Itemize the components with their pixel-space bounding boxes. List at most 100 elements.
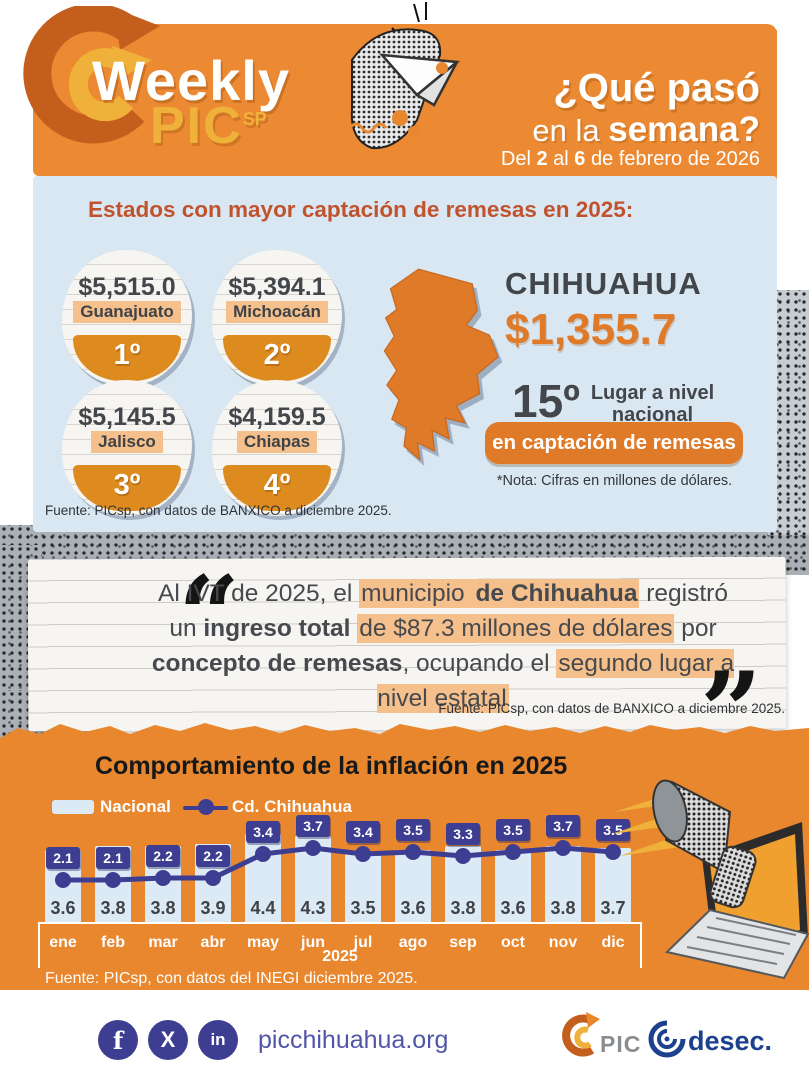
- header-title-line2-bold: semana?: [608, 110, 760, 149]
- line-value-box-jun: 3.7: [296, 815, 330, 837]
- legend-label-nacional: Nacional: [100, 797, 171, 816]
- remittances-source: Fuente: PICsp, con datos de BANXICO a di…: [45, 503, 392, 518]
- month-label-mar: mar: [148, 934, 178, 951]
- quote-segment: municipio: [359, 579, 474, 608]
- bar-nacional-jul: [345, 852, 381, 922]
- legend-swatch-nacional: [52, 800, 94, 814]
- quote-segment: de Chihuahua: [473, 579, 640, 608]
- state-circle-guanajuato: $5,515.0 Guanajuato 1º: [62, 250, 192, 386]
- chihuahua-badge: en captación de remesas: [485, 422, 743, 464]
- pic-logo-text: PIC: [600, 1031, 642, 1057]
- month-label-jul: jul: [353, 934, 373, 951]
- chihuahua-rank-label: Lugar a nivel nacional: [590, 382, 715, 426]
- line-value-box-ene: 2.1: [46, 847, 80, 869]
- line-value-box-feb: 2.1: [96, 847, 130, 869]
- desec-logo-icon: [648, 1020, 686, 1058]
- bar-value-label: 3.6: [400, 898, 426, 918]
- line-value-box-dic: 3.5: [596, 819, 630, 841]
- state-circle-michoacán: $5,394.1 Michoacán 2º: [212, 250, 342, 386]
- inflation-chart-title: Comportamiento de la inflación en 2025: [95, 752, 568, 780]
- chihuahua-amount: $1,355.7: [505, 305, 677, 354]
- state-name: Guanajuato: [73, 301, 181, 323]
- line-value-box-nov: 3.7: [546, 815, 580, 837]
- state-amount: $5,515.0: [78, 273, 176, 301]
- bar-nacional-nov: [545, 846, 581, 922]
- quote-segment: de $87.3 millones de dólares: [357, 614, 675, 643]
- bar-value-label: 3.6: [50, 898, 76, 918]
- chihuahua-rank: 15º: [512, 375, 580, 427]
- month-label-oct: oct: [501, 934, 525, 951]
- bar-value-label: 4.4: [250, 898, 276, 918]
- line-value-box-sep: 3.3: [446, 823, 480, 845]
- line-value-box-abr: 2.2: [196, 845, 230, 867]
- quote-source: Fuente: PICsp, con datos de BANXICO a di…: [438, 701, 785, 716]
- quote-segment: por: [674, 615, 717, 642]
- desec-logo-text: desec.: [688, 1026, 773, 1056]
- facebook-glyph: f: [112, 1025, 124, 1055]
- month-label-nov: nov: [548, 934, 578, 951]
- state-amount: $4,159.5: [228, 403, 326, 431]
- bar-value-label: 3.8: [100, 898, 126, 918]
- header-banner-extension: [500, 30, 777, 183]
- bar-value-label: 3.7: [600, 898, 626, 918]
- state-circle-jalisco: $5,145.5 Jalisco 3º: [62, 380, 192, 516]
- month-label-ene: ene: [49, 934, 77, 951]
- website-link[interactable]: picchihuahua.org: [258, 1026, 449, 1054]
- legend-label-chihuahua: Cd. Chihuahua: [232, 797, 352, 816]
- bar-value-label: 4.3: [300, 898, 326, 918]
- line-value-box-ago: 3.5: [396, 819, 430, 841]
- paper-plane-hand-icon: [348, 2, 461, 150]
- line-value-box-may: 3.4: [246, 821, 280, 843]
- chihuahua-name: CHIHUAHUA: [505, 266, 702, 301]
- month-label-jun: jun: [301, 934, 325, 951]
- quote-text: Al IVT de 2025, el municipio de Chihuahu…: [148, 576, 738, 716]
- state-circle-chiapas: $4,159.5 Chiapas 4º: [212, 380, 342, 516]
- state-name: Jalisco: [91, 431, 163, 453]
- weekly-pic-logo-icon: [23, 6, 160, 144]
- line-value-box-mar: 2.2: [146, 845, 180, 867]
- state-rank: 3º: [113, 469, 141, 501]
- bar-nacional-dic: [595, 848, 631, 922]
- brand-pic-text: PIC: [150, 97, 243, 155]
- quote-segment: ingreso total: [203, 615, 351, 642]
- x-icon[interactable]: X: [148, 1020, 188, 1060]
- x-axis-line: [38, 922, 642, 924]
- bar-nacional-oct: [495, 850, 531, 922]
- month-label-sep: sep: [449, 934, 477, 951]
- state-name: Chiapas: [236, 431, 318, 453]
- axis-tick-right: [640, 922, 642, 968]
- remittances-heading: Estados con mayor captación de remesas e…: [88, 197, 634, 222]
- header-date: Del 2 al 6 de febrero de 2026: [500, 148, 760, 170]
- x-axis-group-label: 2025: [322, 948, 358, 965]
- month-label-feb: feb: [101, 934, 125, 951]
- header-title-line2-regular: en la: [532, 113, 609, 148]
- line-value-box-jul: 3.4: [346, 821, 380, 843]
- bar-value-label: 3.9: [200, 898, 226, 918]
- inflation-source: Fuente: PICsp, con datos del INEGI dicie…: [45, 970, 418, 987]
- header-title-line1: ¿Qué pasó: [553, 66, 760, 110]
- month-label-dic: dic: [601, 934, 625, 951]
- quote-segment: Al IVT de 2025, el: [158, 580, 360, 607]
- chihuahua-map-icon: [383, 268, 499, 462]
- megaphone-laptop-icon: [612, 779, 809, 980]
- brand-pic: PICSP: [150, 96, 267, 156]
- chihuahua-line-series: [55, 840, 621, 888]
- state-rank: 1º: [113, 339, 141, 371]
- brand-weekly: Weekly: [92, 49, 290, 112]
- linkedin-icon[interactable]: in: [198, 1020, 238, 1060]
- pic-logo-icon: [562, 1012, 600, 1057]
- state-amount: $5,145.5: [78, 403, 176, 431]
- bar-value-label: 3.5: [350, 898, 376, 918]
- bar-value-label: 3.8: [550, 898, 576, 918]
- quote-segment: , ocupando el: [402, 650, 557, 677]
- facebook-icon[interactable]: f: [98, 1020, 138, 1060]
- bar-nacional-ago: [395, 850, 431, 922]
- header-title-line2: en la semana?: [420, 110, 760, 150]
- month-label-ago: ago: [398, 934, 428, 951]
- inflation-plot: 3.6 ene 3.8 feb 3.8 mar 3.9 abr 4.4 may 4.3 jun 3.5 j…: [38, 812, 642, 972]
- month-label-may: may: [246, 934, 280, 951]
- legend-dot-chihuahua: [198, 799, 214, 815]
- state-rank: 4º: [263, 469, 291, 501]
- linkedin-glyph: in: [210, 1030, 226, 1049]
